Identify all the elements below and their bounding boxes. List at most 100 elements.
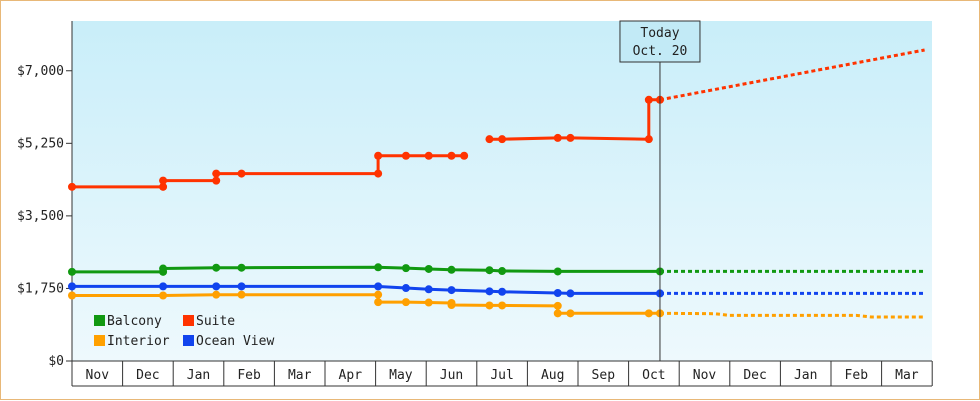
legend-label: Suite bbox=[196, 314, 235, 329]
data-point bbox=[237, 282, 246, 291]
y-tick-label: $5,250 bbox=[17, 136, 64, 151]
data-point bbox=[401, 284, 410, 293]
x-axis: Nov Dec Jan Feb Mar Apr May Jun Jul Aug Sep Oct Nov D… bbox=[71, 360, 933, 387]
y-axis: $0 $1,750 $3,500 $5,250 $7,000 bbox=[17, 21, 73, 369]
data-point bbox=[68, 182, 76, 191]
month-label: Dec bbox=[743, 368, 766, 383]
data-point bbox=[424, 151, 433, 160]
series-layer bbox=[68, 48, 925, 319]
data-point bbox=[566, 133, 575, 142]
data-point bbox=[212, 176, 221, 185]
y-tick-label: $3,500 bbox=[17, 209, 64, 224]
data-point bbox=[553, 133, 562, 142]
data-point bbox=[553, 301, 562, 310]
month-label: Jul bbox=[490, 368, 513, 383]
today-label: Today bbox=[640, 26, 679, 41]
data-point bbox=[159, 176, 168, 185]
plot-background bbox=[72, 21, 932, 361]
data-point bbox=[374, 282, 383, 291]
month-label: Aug bbox=[541, 368, 564, 383]
data-point bbox=[553, 309, 562, 318]
data-point bbox=[159, 282, 168, 291]
legend-swatch bbox=[94, 335, 105, 346]
data-point bbox=[159, 291, 168, 300]
data-point bbox=[498, 267, 507, 276]
data-point bbox=[485, 266, 494, 275]
legend-label: Interior bbox=[107, 334, 170, 349]
month-label: Nov bbox=[86, 368, 110, 383]
month-label: May bbox=[389, 368, 413, 383]
month-label: Mar bbox=[895, 368, 919, 383]
y-tick-label: $0 bbox=[48, 354, 64, 369]
series-suite bbox=[68, 48, 925, 191]
data-point bbox=[447, 265, 456, 274]
data-point bbox=[447, 151, 456, 160]
data-point bbox=[460, 151, 469, 160]
data-point bbox=[374, 263, 383, 272]
month-label: Jan bbox=[794, 368, 817, 383]
month-label: Sep bbox=[592, 368, 616, 383]
data-point bbox=[374, 151, 383, 160]
data-point bbox=[159, 182, 168, 191]
data-point bbox=[401, 151, 410, 160]
data-point bbox=[447, 301, 456, 310]
data-point bbox=[566, 309, 575, 318]
data-point bbox=[68, 291, 76, 300]
month-label: Feb bbox=[237, 368, 261, 383]
month-label: Apr bbox=[339, 368, 363, 383]
data-point bbox=[424, 298, 433, 307]
month-label: Oct bbox=[642, 368, 665, 383]
data-point bbox=[212, 290, 221, 299]
data-point bbox=[644, 309, 653, 318]
today-marker: Today Oct. 20 bbox=[619, 20, 701, 361]
data-point bbox=[566, 289, 575, 298]
data-point bbox=[553, 289, 562, 297]
month-label: Feb bbox=[845, 368, 869, 383]
data-point bbox=[553, 267, 562, 276]
legend-swatch bbox=[183, 335, 194, 346]
legend-swatch bbox=[94, 315, 105, 326]
data-point bbox=[159, 264, 168, 273]
data-point bbox=[485, 135, 494, 144]
data-point bbox=[237, 169, 246, 178]
data-point bbox=[401, 264, 410, 273]
series-balcony bbox=[68, 263, 925, 276]
data-point bbox=[374, 169, 383, 178]
data-point bbox=[237, 263, 246, 272]
data-point bbox=[644, 95, 653, 104]
data-point bbox=[374, 290, 383, 299]
data-point bbox=[68, 267, 76, 276]
data-point bbox=[498, 135, 507, 144]
month-label: Dec bbox=[136, 368, 159, 383]
data-point bbox=[485, 287, 494, 296]
month-label: Jun bbox=[440, 368, 463, 383]
legend-item-ocean-view: Ocean View bbox=[183, 334, 274, 349]
series-ocean-view bbox=[68, 282, 925, 298]
month-label: Nov bbox=[693, 368, 717, 383]
legend: Balcony Suite Interior Ocean View bbox=[94, 314, 274, 349]
data-point bbox=[374, 298, 383, 307]
forecast-line bbox=[659, 48, 925, 102]
legend-item-balcony: Balcony bbox=[94, 314, 162, 329]
legend-item-interior: Interior bbox=[94, 334, 170, 349]
forecast-line bbox=[659, 311, 925, 319]
data-point bbox=[485, 301, 494, 310]
month-label: Jan bbox=[187, 368, 210, 383]
data-point bbox=[212, 169, 221, 178]
data-point bbox=[68, 282, 76, 291]
legend-swatch bbox=[183, 315, 194, 326]
data-point bbox=[424, 285, 433, 294]
data-point bbox=[498, 301, 507, 310]
data-point bbox=[498, 287, 507, 296]
legend-item-suite: Suite bbox=[183, 314, 235, 329]
today-box bbox=[619, 20, 701, 63]
data-point bbox=[424, 264, 433, 273]
month-label: Mar bbox=[288, 368, 312, 383]
legend-label: Balcony bbox=[107, 314, 162, 329]
data-point bbox=[212, 282, 221, 291]
data-point bbox=[237, 290, 246, 299]
data-point bbox=[401, 298, 410, 307]
today-date: Oct. 20 bbox=[633, 44, 688, 59]
